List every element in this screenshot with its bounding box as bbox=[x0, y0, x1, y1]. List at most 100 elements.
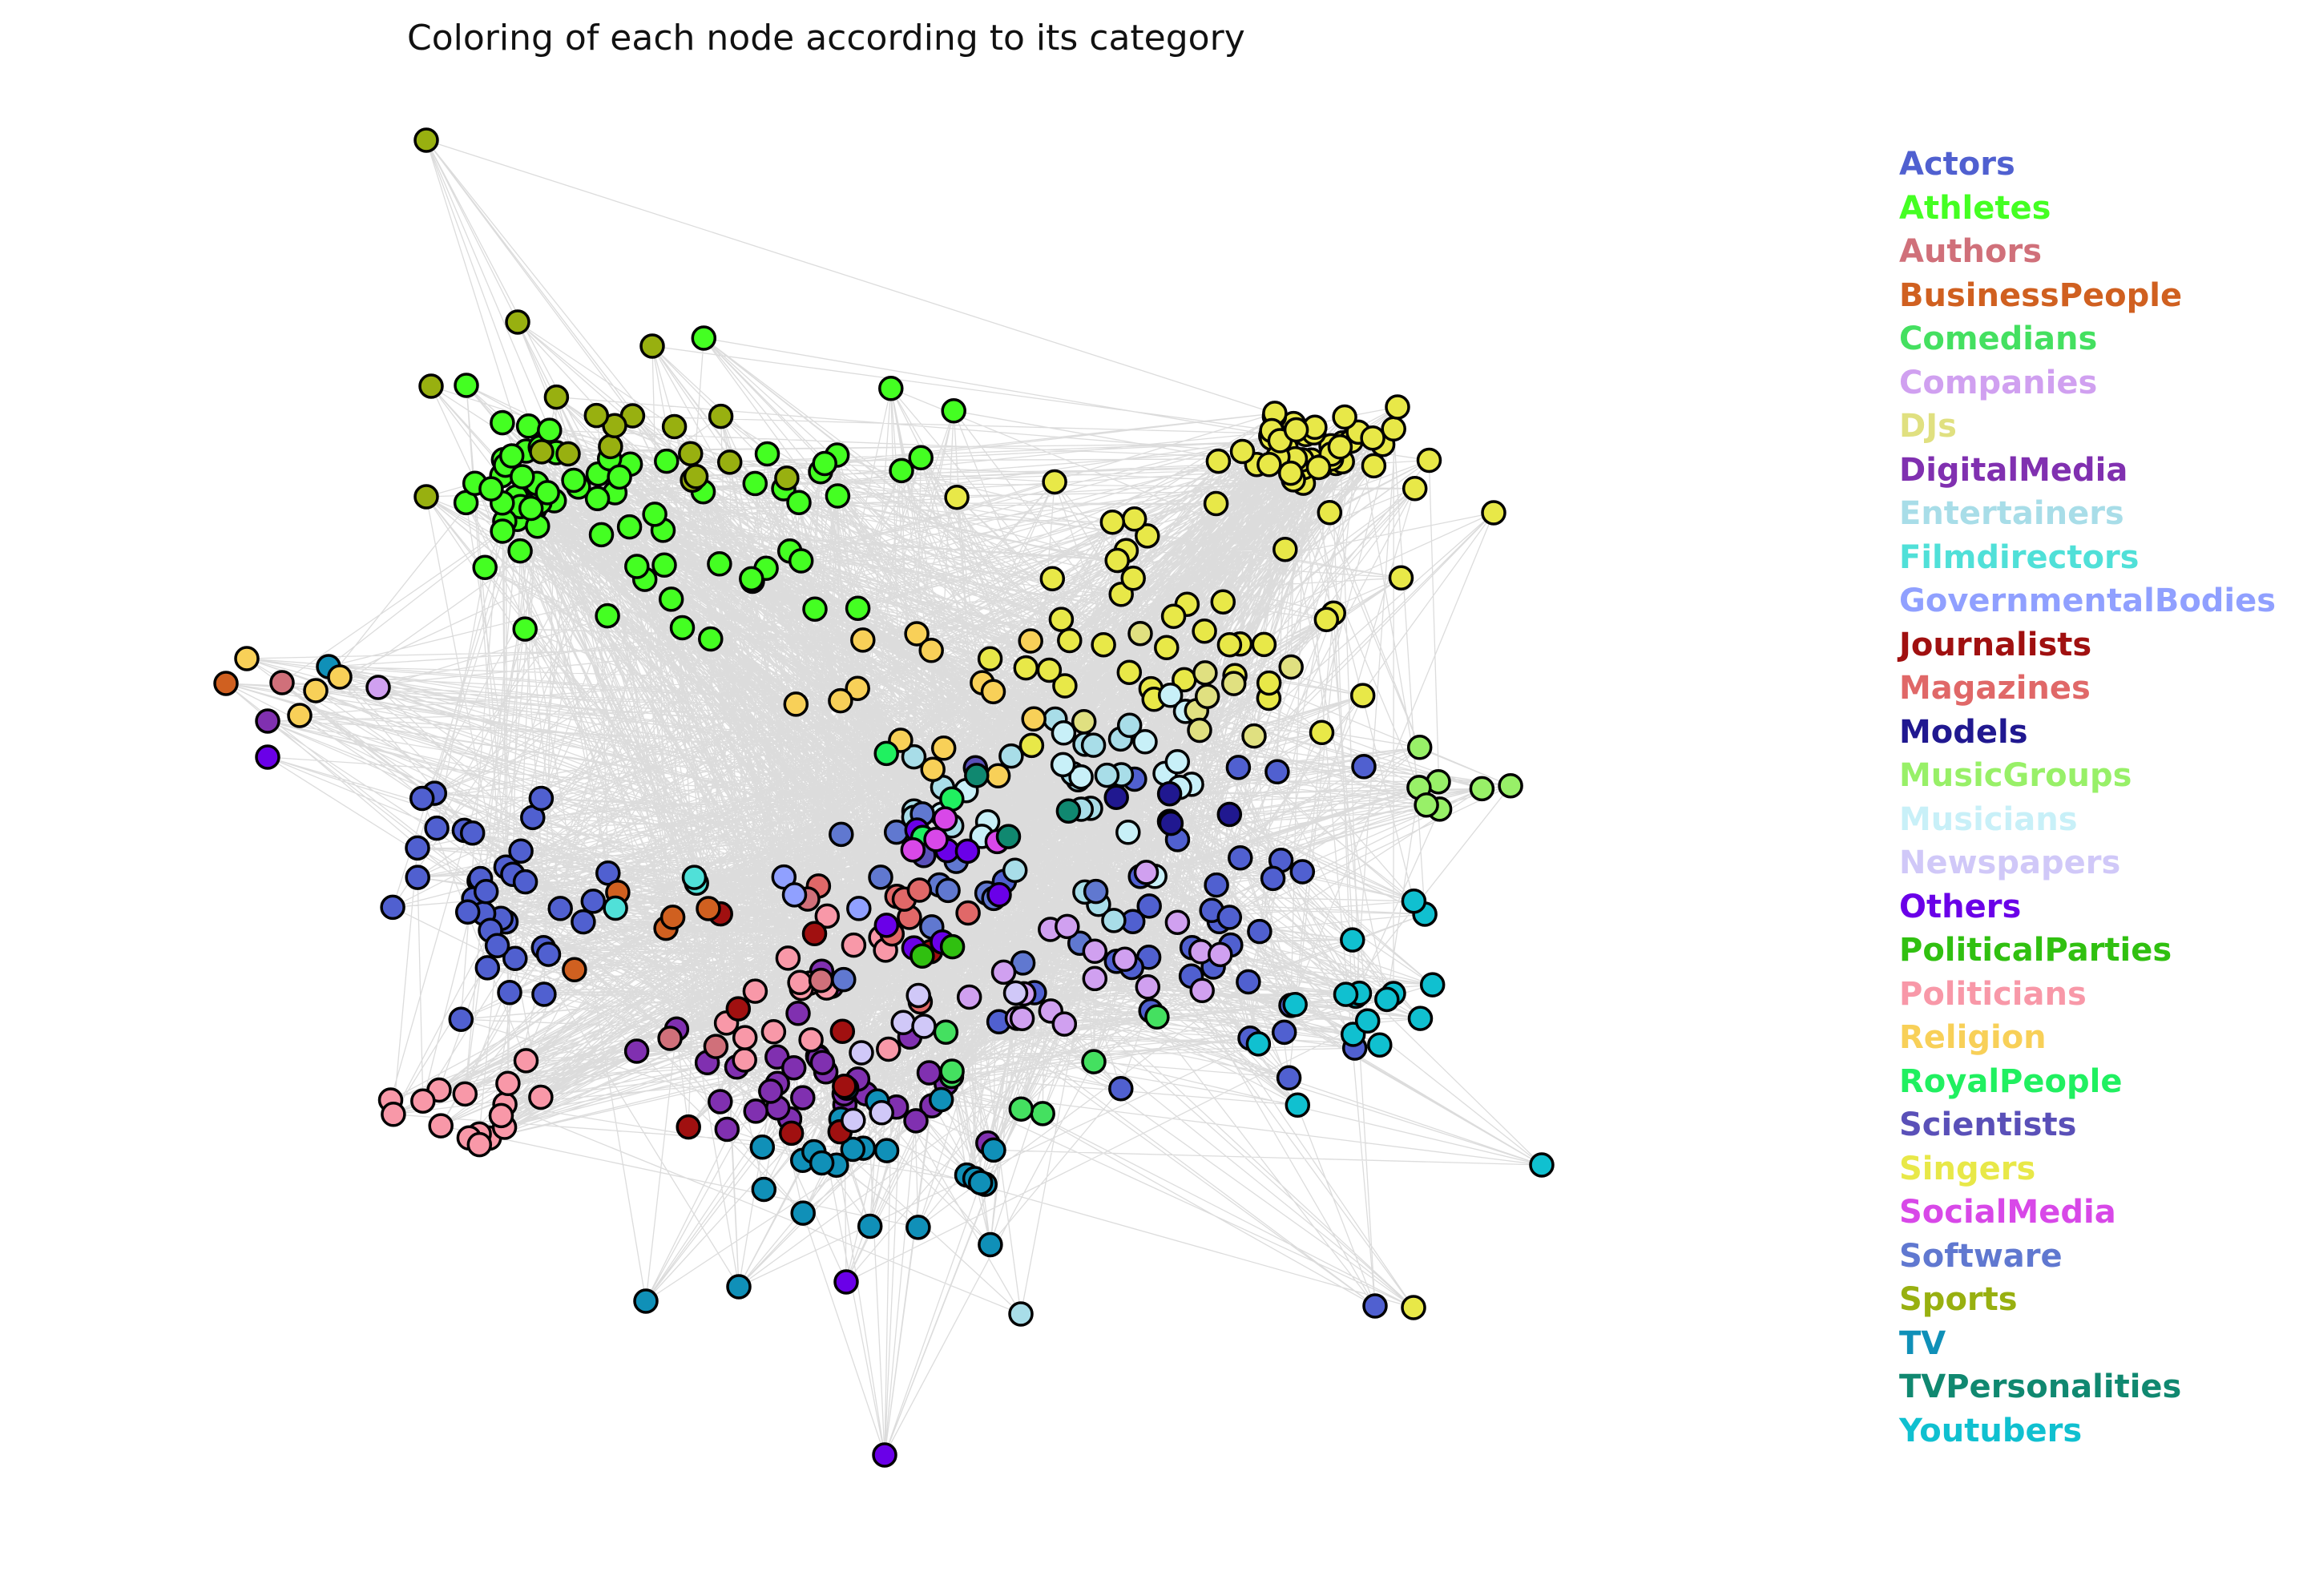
graph-node bbox=[726, 1274, 752, 1300]
graph-node bbox=[916, 1060, 942, 1086]
graph-node bbox=[933, 1019, 959, 1045]
graph-node bbox=[785, 1001, 811, 1026]
graph-node bbox=[774, 466, 800, 491]
graph-node bbox=[472, 554, 498, 580]
graph-node bbox=[900, 836, 926, 863]
graph-node bbox=[595, 603, 620, 629]
graph-node bbox=[583, 402, 610, 429]
graph-node bbox=[380, 894, 405, 921]
graph-node bbox=[507, 538, 533, 564]
graph-node bbox=[732, 1047, 757, 1073]
graph-node bbox=[537, 417, 563, 443]
graph-node bbox=[1194, 683, 1220, 709]
graph-node bbox=[1402, 475, 1428, 502]
graph-node bbox=[890, 1010, 916, 1036]
graph-node bbox=[213, 671, 239, 696]
graph-node bbox=[1036, 657, 1063, 683]
graph-node bbox=[1050, 752, 1076, 778]
graph-node bbox=[1333, 981, 1359, 1007]
legend-item: Software bbox=[1899, 1237, 2063, 1275]
graph-node bbox=[1529, 1152, 1555, 1178]
graph-node bbox=[1192, 618, 1217, 644]
graph-node bbox=[840, 1136, 866, 1163]
graph-node bbox=[1216, 801, 1243, 828]
graph-node bbox=[642, 502, 667, 527]
graph-node bbox=[1057, 627, 1083, 654]
graph-node bbox=[1260, 865, 1286, 892]
graph-node bbox=[1018, 628, 1043, 654]
graph-node bbox=[1264, 759, 1290, 785]
graph-node bbox=[580, 889, 607, 914]
legend-item: Companies bbox=[1899, 364, 2098, 401]
graph-node bbox=[1082, 938, 1108, 965]
graph-node bbox=[678, 441, 704, 466]
legend-item: BusinessPeople bbox=[1899, 276, 2183, 314]
graph-node bbox=[1082, 965, 1108, 992]
graph-node bbox=[825, 483, 851, 509]
graph-node bbox=[930, 736, 957, 761]
graph-node bbox=[935, 877, 961, 904]
graph-node bbox=[1416, 447, 1442, 474]
graph-node bbox=[1104, 547, 1130, 574]
graph-node bbox=[906, 877, 933, 903]
graph-node bbox=[809, 1050, 836, 1075]
legend-item: Authors bbox=[1899, 233, 2043, 270]
graph-node bbox=[1157, 683, 1184, 708]
graph-node bbox=[303, 678, 329, 703]
graph-node bbox=[1103, 784, 1129, 810]
graph-node bbox=[1135, 523, 1160, 549]
graph-node bbox=[1108, 1075, 1134, 1102]
graph-node bbox=[452, 1081, 478, 1107]
graph-node bbox=[1164, 909, 1191, 935]
graph-node bbox=[1052, 673, 1078, 699]
graph-node bbox=[584, 486, 611, 512]
graph-node bbox=[1039, 566, 1066, 591]
graph-node bbox=[1160, 603, 1187, 629]
graph-node bbox=[846, 896, 872, 921]
graph-node bbox=[814, 903, 841, 929]
graph-node bbox=[845, 595, 871, 621]
graph-node bbox=[598, 433, 623, 460]
graph-node bbox=[1021, 706, 1047, 732]
graph-node bbox=[448, 1006, 474, 1032]
graph-node bbox=[529, 439, 555, 465]
graph-node bbox=[659, 905, 686, 930]
graph-node bbox=[1008, 1301, 1034, 1327]
graph-node bbox=[683, 464, 709, 490]
graph-node bbox=[905, 1215, 931, 1240]
graph-node bbox=[1414, 792, 1439, 818]
graph-node bbox=[1208, 941, 1233, 968]
graph-node bbox=[758, 1078, 784, 1104]
graph-node bbox=[732, 1025, 758, 1050]
legend-item: DigitalMedia bbox=[1899, 451, 2128, 489]
graph-node bbox=[980, 679, 1006, 704]
graph-node bbox=[749, 1134, 776, 1160]
graph-node bbox=[1187, 717, 1212, 744]
graph-node bbox=[490, 518, 515, 544]
legend-item: Scientists bbox=[1899, 1106, 2077, 1143]
graph-node bbox=[1220, 671, 1247, 696]
graph-node bbox=[788, 548, 814, 574]
legend-item: Comedians bbox=[1899, 320, 2098, 357]
graph-node bbox=[998, 743, 1024, 769]
graph-nodes bbox=[213, 127, 1555, 1468]
graph-node bbox=[932, 806, 958, 832]
graph-node bbox=[1309, 719, 1335, 746]
graph-node bbox=[905, 982, 931, 1009]
graph-node bbox=[1407, 1006, 1434, 1031]
graph-node bbox=[255, 708, 280, 734]
graph-node bbox=[528, 1084, 554, 1110]
graph-node bbox=[903, 1108, 929, 1134]
graph-node bbox=[778, 1120, 805, 1147]
graph-node bbox=[1115, 820, 1141, 845]
graph-node bbox=[1282, 992, 1308, 1018]
graph-node bbox=[1332, 404, 1357, 430]
graph-node bbox=[531, 981, 557, 1007]
graph-node bbox=[742, 978, 768, 1004]
graph-node bbox=[872, 1442, 897, 1468]
graph-node bbox=[381, 1102, 406, 1127]
graph-node bbox=[801, 921, 828, 947]
graph-node bbox=[1042, 469, 1067, 495]
graph-node bbox=[1116, 659, 1143, 685]
graph-node bbox=[484, 933, 510, 959]
